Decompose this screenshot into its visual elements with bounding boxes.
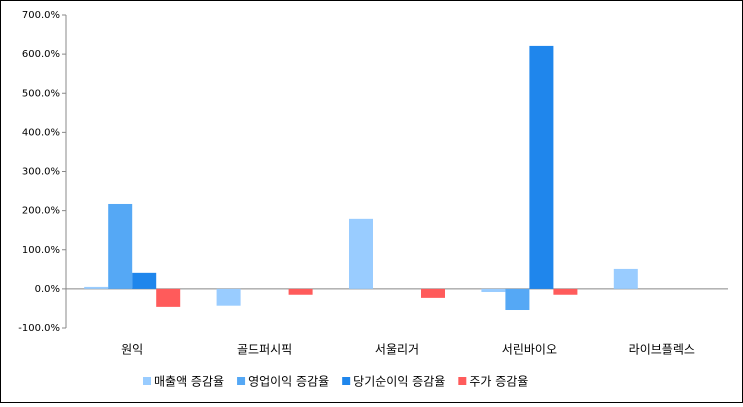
bar <box>613 268 638 289</box>
legend-label: 주가 증감율 <box>469 375 528 389</box>
bar <box>132 272 157 289</box>
y-tick-label: 600.0% <box>22 49 60 60</box>
bar <box>84 286 109 289</box>
y-tick-label: 0.0% <box>35 284 60 295</box>
x-tick-label: 원익 <box>121 343 143 357</box>
x-tick-label: 서울리거 <box>375 343 419 357</box>
bar <box>421 288 445 298</box>
bar <box>108 203 133 289</box>
y-tick-label: 500.0% <box>22 88 60 99</box>
y-tick-label: 400.0% <box>22 127 60 138</box>
bar <box>156 288 181 307</box>
y-tick-label: 700.0% <box>22 10 60 21</box>
x-tick-label: 라이브플렉스 <box>629 343 695 357</box>
bar <box>529 45 554 289</box>
y-tick-label: -100.0% <box>18 323 60 334</box>
legend-swatch <box>143 377 151 385</box>
x-tick-label: 골드퍼시픽 <box>237 343 292 357</box>
legend-label: 당기순이익 증감율 <box>353 375 445 389</box>
legend-swatch <box>342 377 351 385</box>
legend-swatch <box>458 377 467 385</box>
legend-swatch <box>237 377 246 385</box>
legend-label: 매출액 증감율 <box>154 375 224 389</box>
bar <box>288 288 313 295</box>
x-tick-label: 서린바이오 <box>502 343 557 357</box>
y-tick-label: 100.0% <box>22 245 60 256</box>
legend-label: 영업이익 증감율 <box>248 375 329 389</box>
bar <box>505 288 530 311</box>
y-tick-label: 200.0% <box>22 206 60 217</box>
bar <box>216 288 241 306</box>
bar <box>349 218 373 289</box>
y-tick-label: 300.0% <box>22 167 60 178</box>
bar <box>481 288 506 293</box>
bar <box>553 288 578 295</box>
